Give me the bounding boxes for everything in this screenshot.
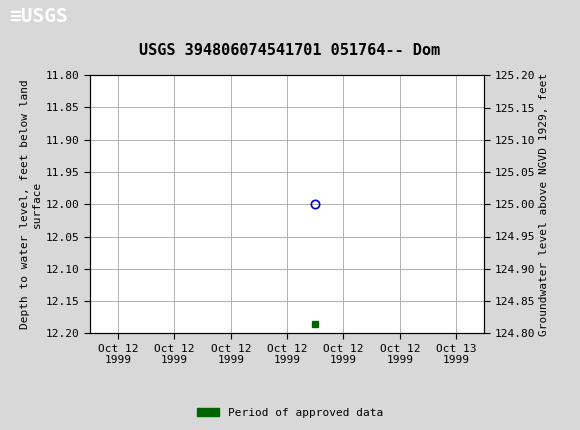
Y-axis label: Depth to water level, feet below land
surface: Depth to water level, feet below land su… <box>20 80 42 329</box>
Y-axis label: Groundwater level above NGVD 1929, feet: Groundwater level above NGVD 1929, feet <box>539 73 549 336</box>
Legend: Period of approved data: Period of approved data <box>193 403 387 422</box>
Text: ≡USGS: ≡USGS <box>9 6 67 26</box>
Text: USGS 394806074541701 051764-- Dom: USGS 394806074541701 051764-- Dom <box>139 43 441 58</box>
